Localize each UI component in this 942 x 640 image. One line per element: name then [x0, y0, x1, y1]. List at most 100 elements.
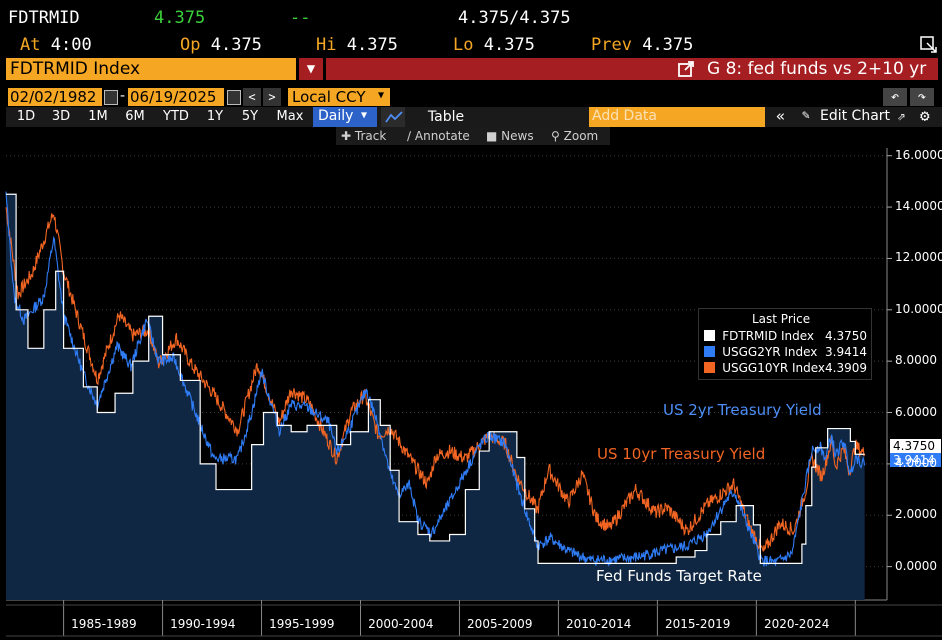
legend-value: 4.3909 — [825, 361, 867, 375]
last-price: 4.375 — [154, 8, 206, 28]
y-tick-label: 12.0000 — [895, 250, 942, 265]
legend-name: USGG10YR Index — [722, 361, 826, 375]
legend-swatch — [704, 330, 715, 341]
news-icon: ■ — [486, 129, 498, 143]
x-tick-label: 2020-2024 — [763, 617, 830, 631]
op-value: 4.375 — [210, 35, 262, 55]
high-field: Hi 4.375 — [316, 35, 398, 55]
add-data-placeholder: Add Data — [592, 108, 657, 124]
x-tick-label: 2015-2019 — [664, 617, 731, 631]
range-1d-button[interactable]: 1D — [16, 109, 36, 124]
x-tick-label: 1990-1994 — [170, 617, 236, 631]
y-tick-label: 0.0000 — [895, 558, 937, 573]
crosshair-icon: ✚ — [341, 129, 352, 143]
chevron-right-icon: > — [268, 90, 276, 104]
gear-icon[interactable]: ⚙ — [920, 106, 930, 125]
undo-icon: ↶ — [890, 89, 900, 105]
chart-title: G 8: fed funds vs 2+10 yr — [707, 59, 927, 79]
legend-box — [698, 308, 872, 380]
prev-period-button[interactable]: < — [243, 88, 261, 106]
annotation-fed-funds[interactable]: Fed Funds Target Rate — [596, 567, 762, 585]
security-dropdown[interactable]: ▼ — [299, 58, 323, 80]
date-separator: - — [120, 88, 126, 104]
zoom-icon: ⚲ — [551, 129, 560, 143]
redo-button[interactable]: ↷ — [910, 88, 934, 106]
track-label: Track — [354, 129, 387, 143]
ticker-symbol: FDTRMID — [8, 8, 80, 28]
currency-select[interactable] — [288, 88, 390, 106]
table-button[interactable]: Table — [427, 109, 465, 125]
redo-icon: ↷ — [917, 89, 927, 105]
range-6m-button[interactable]: 6M — [125, 109, 145, 124]
annotate-tool[interactable]: ∕ Annotate — [407, 129, 470, 143]
news-tool[interactable]: ■ News — [486, 129, 534, 143]
hamburger-icon: ▼ — [306, 61, 316, 77]
legend-name: USGG2YR Index — [722, 345, 818, 359]
legend-swatch — [704, 346, 715, 357]
add-data-input[interactable] — [589, 107, 765, 127]
chevron-down-icon: ▼ — [378, 90, 385, 101]
currency-value: Local CCY — [292, 88, 366, 106]
range-5y-button[interactable]: 5Y — [241, 109, 259, 124]
hi-label: Hi — [316, 35, 337, 55]
start-date-field[interactable] — [8, 88, 102, 106]
annotation-us2yr[interactable]: US 2yr Treasury Yield — [663, 401, 822, 419]
lo-label: Lo — [453, 35, 474, 55]
net-change: -- — [290, 8, 311, 28]
start-date: 02/02/1982 — [10, 88, 97, 106]
hi-value: 4.375 — [346, 35, 398, 55]
x-tick-label: 2005-2009 — [467, 617, 533, 631]
x-tick-label: 1995-1999 — [269, 617, 335, 631]
next-period-button[interactable]: > — [263, 88, 281, 106]
y-tick-label: 2.0000 — [895, 507, 937, 522]
legend-title: Last Price — [752, 312, 811, 326]
security-field[interactable] — [6, 58, 296, 80]
annotate-label: Annotate — [414, 129, 470, 143]
range-max-button[interactable]: Max — [276, 109, 304, 124]
end-date: 06/19/2025 — [130, 88, 217, 106]
share-icon[interactable] — [677, 60, 695, 82]
calendar-icon[interactable] — [104, 90, 118, 105]
annotate-icon: ∕ — [407, 129, 412, 143]
y-tick-label: 4.0000 — [895, 455, 937, 470]
y-tick-label: 10.0000 — [895, 301, 942, 316]
prev-field: Prev 4.375 — [591, 35, 693, 55]
legend-row-usgg2yr: USGG2YR Index 3.9414 — [704, 345, 867, 359]
undo-button[interactable]: ↶ — [883, 88, 907, 106]
range-3d-button[interactable]: 3D — [51, 109, 71, 124]
range-1m-button[interactable]: 1M — [88, 109, 108, 124]
end-date-field[interactable] — [128, 88, 224, 106]
collapse-icon[interactable]: « — [776, 107, 786, 125]
x-tick-label: 2000-2004 — [368, 617, 434, 631]
y-tick-label: 16.0000 — [895, 147, 942, 162]
chart-settings-icon[interactable]: ⇗ — [897, 108, 906, 124]
fed-funds-area — [6, 194, 865, 600]
range-1y-button[interactable]: 1Y — [206, 109, 224, 124]
chevron-left-icon: < — [248, 90, 256, 104]
bid-ask: 4.375/4.375 — [458, 8, 571, 28]
prev-value: 4.375 — [642, 35, 694, 55]
quote-details: At 4:00 — [20, 35, 900, 55]
chart-tools-bar — [336, 127, 610, 145]
frequency-dropdown[interactable] — [313, 107, 377, 127]
annotation-us10yr[interactable]: US 10yr Treasury Yield — [597, 445, 766, 463]
zoom-label: Zoom — [563, 129, 599, 143]
calendar-icon[interactable] — [227, 90, 241, 105]
prev-label: Prev — [591, 35, 632, 55]
pencil-icon: ✎ — [802, 108, 810, 123]
legend-swatch — [704, 362, 715, 373]
legend-row-usgg10yr: USGG10YR Index 4.3909 — [704, 361, 867, 375]
x-tick-label: 1985-1989 — [71, 617, 137, 631]
track-tool[interactable]: ✚ Track — [341, 129, 386, 143]
edit-chart-label: Edit Chart — [820, 108, 891, 124]
at-time: 4:00 — [50, 35, 92, 55]
zoom-tool[interactable]: ⚲ Zoom — [551, 129, 598, 143]
range-ytd-button[interactable]: YTD — [163, 109, 189, 124]
fed-funds-line — [6, 193, 865, 565]
popout-icon[interactable] — [920, 36, 937, 53]
frequency-value: Daily — [318, 108, 354, 124]
op-label: Op — [180, 35, 201, 55]
news-label: News — [501, 129, 534, 143]
chart-title-bar — [326, 58, 938, 80]
at-label: At — [20, 35, 41, 55]
